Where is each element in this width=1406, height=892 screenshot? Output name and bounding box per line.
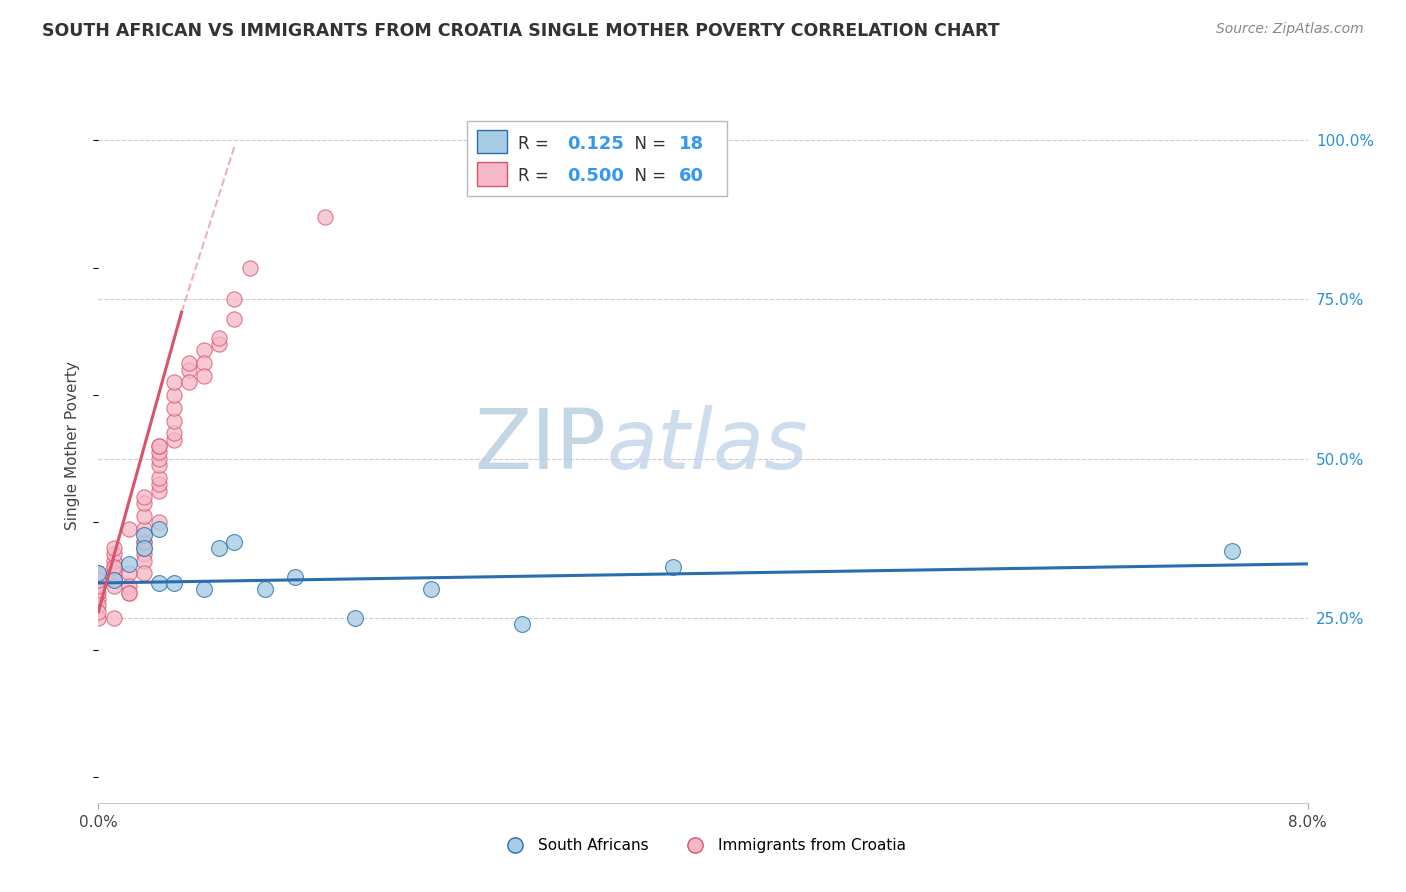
Point — [103, 541, 125, 555]
FancyBboxPatch shape — [477, 130, 508, 153]
Point — [239, 260, 262, 275]
Text: SOUTH AFRICAN VS IMMIGRANTS FROM CROATIA SINGLE MOTHER POVERTY CORRELATION CHART: SOUTH AFRICAN VS IMMIGRANTS FROM CROATIA… — [42, 22, 1000, 40]
Point — [87, 605, 110, 619]
Point — [510, 617, 533, 632]
Point — [118, 566, 141, 581]
Point — [148, 445, 170, 459]
Point — [163, 433, 186, 447]
Text: R =: R = — [517, 168, 554, 186]
Point — [87, 573, 110, 587]
Point — [314, 210, 336, 224]
Point — [132, 496, 155, 510]
Text: 18: 18 — [679, 136, 704, 153]
Point — [132, 534, 155, 549]
Legend: South Africans, Immigrants from Croatia: South Africans, Immigrants from Croatia — [494, 832, 912, 859]
Point — [132, 534, 155, 549]
Point — [118, 522, 141, 536]
Point — [132, 528, 155, 542]
Text: atlas: atlas — [606, 406, 808, 486]
Point — [148, 458, 170, 472]
Point — [103, 611, 125, 625]
Point — [148, 451, 170, 466]
Point — [179, 376, 201, 390]
Text: 0.125: 0.125 — [568, 136, 624, 153]
Point — [179, 356, 201, 370]
Point — [87, 566, 110, 581]
Point — [132, 522, 155, 536]
Point — [148, 471, 170, 485]
Point — [87, 579, 110, 593]
Point — [661, 560, 683, 574]
Point — [163, 576, 186, 591]
Point — [193, 356, 215, 370]
Point — [284, 569, 307, 583]
Point — [103, 579, 125, 593]
Text: ZIP: ZIP — [474, 406, 606, 486]
Point — [208, 331, 231, 345]
FancyBboxPatch shape — [477, 162, 508, 186]
Point — [163, 388, 186, 402]
Point — [224, 293, 246, 307]
Point — [118, 585, 141, 599]
Point — [87, 599, 110, 613]
Point — [132, 541, 155, 555]
Text: N =: N = — [624, 136, 672, 153]
Point — [118, 585, 141, 599]
Point — [163, 413, 186, 427]
Point — [132, 490, 155, 504]
Point — [103, 566, 125, 581]
Point — [224, 311, 246, 326]
Y-axis label: Single Mother Poverty: Single Mother Poverty — [65, 361, 80, 531]
Point — [148, 516, 170, 530]
Point — [87, 611, 110, 625]
Text: N =: N = — [624, 168, 672, 186]
Point — [179, 362, 201, 376]
Point — [132, 554, 155, 568]
Point — [148, 576, 170, 591]
Point — [208, 541, 231, 555]
Point — [148, 439, 170, 453]
Point — [420, 582, 443, 597]
Point — [132, 547, 155, 561]
Point — [163, 401, 186, 415]
Point — [208, 337, 231, 351]
Point — [132, 566, 155, 581]
Point — [132, 541, 155, 555]
Point — [103, 560, 125, 574]
Point — [118, 579, 141, 593]
Point — [118, 557, 141, 571]
Point — [87, 591, 110, 606]
Point — [148, 522, 170, 536]
Point — [344, 611, 367, 625]
Point — [87, 566, 110, 581]
Point — [163, 426, 186, 441]
Point — [148, 483, 170, 498]
Point — [193, 343, 215, 358]
Point — [103, 573, 125, 587]
Point — [87, 566, 110, 581]
Point — [163, 376, 186, 390]
Point — [103, 573, 125, 587]
Text: Source: ZipAtlas.com: Source: ZipAtlas.com — [1216, 22, 1364, 37]
Point — [253, 582, 276, 597]
Point — [193, 582, 215, 597]
Point — [132, 509, 155, 524]
Point — [1220, 544, 1243, 558]
Point — [224, 534, 246, 549]
Point — [103, 554, 125, 568]
Point — [103, 560, 125, 574]
Text: 0.500: 0.500 — [568, 168, 624, 186]
Point — [148, 477, 170, 491]
FancyBboxPatch shape — [467, 121, 727, 196]
Text: 60: 60 — [679, 168, 704, 186]
Point — [87, 585, 110, 599]
Text: R =: R = — [517, 136, 554, 153]
Point — [193, 368, 215, 383]
Point — [148, 439, 170, 453]
Point — [103, 547, 125, 561]
